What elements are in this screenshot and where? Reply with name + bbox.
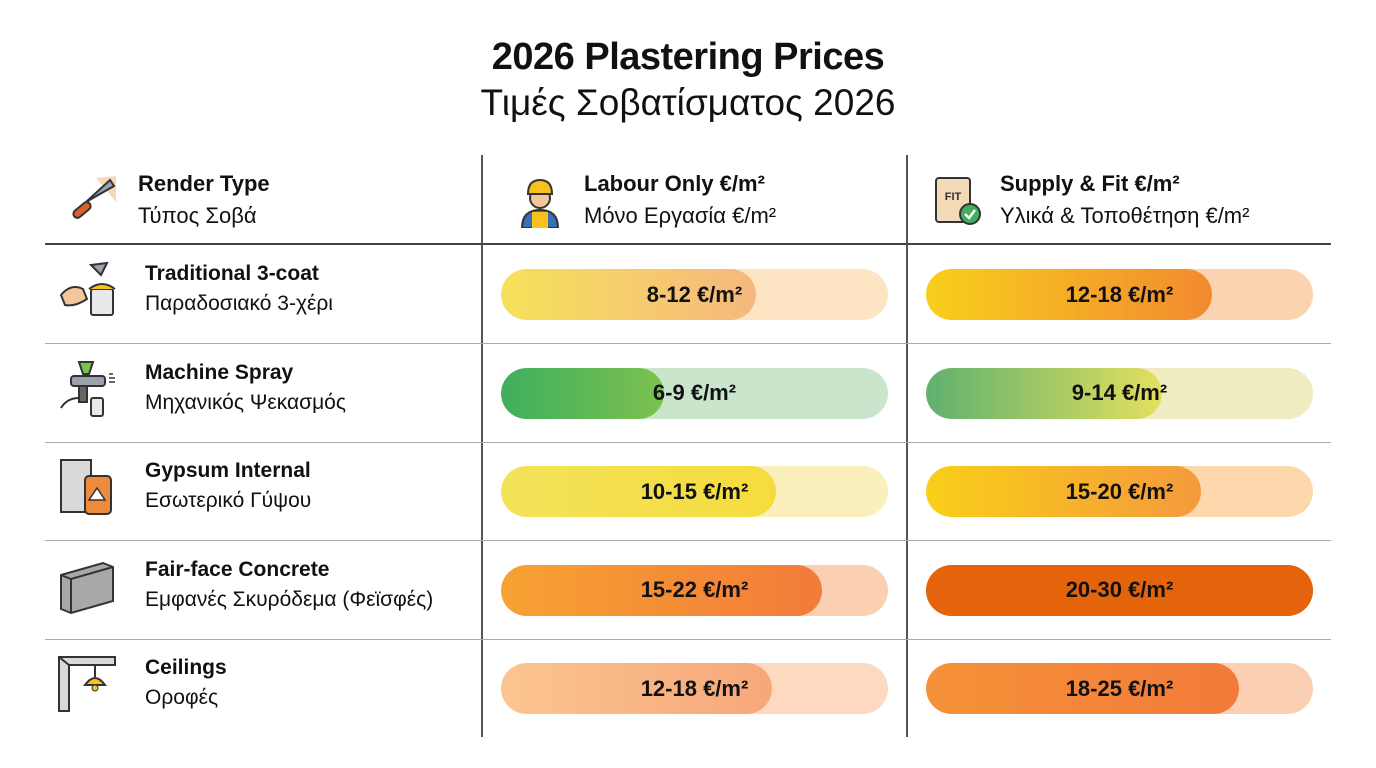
supply-price-label: 18-25 €/m² bbox=[1065, 675, 1174, 701]
render-type-cell: Gypsum Internal Εσωτερικό Γύψου bbox=[57, 456, 311, 516]
render-type-en: Fair-face Concrete bbox=[145, 557, 330, 581]
header-labour-only: Labour Only €/m² Μόνο Εργασία €/m² bbox=[510, 170, 776, 230]
labour-price-label: 12-18 €/m² bbox=[640, 675, 749, 701]
supply-price-bar-fill bbox=[926, 466, 1201, 517]
supply-price-bar-fill bbox=[926, 663, 1240, 714]
supply-price-bar: 9-14 €/m² bbox=[926, 367, 1313, 419]
table-row: Ceilings Οροφές 12-18 €/m² 18-25 €/m² bbox=[45, 639, 1331, 737]
column-divider bbox=[906, 155, 908, 737]
supply-price-bar: 20-30 €/m² bbox=[926, 564, 1313, 616]
labour-price-bar-fill bbox=[501, 466, 776, 517]
render-type-en: Ceilings bbox=[145, 656, 227, 679]
supply-price-bar-fill bbox=[926, 367, 1163, 419]
labour-price-bar: 15-22 €/m² bbox=[501, 564, 888, 616]
render-type-cell: Machine Spray Μηχανικός Ψεκασμός bbox=[57, 358, 346, 418]
header-render-type: Render Type Τύπος Σοβά bbox=[64, 170, 270, 230]
render-type-en: Traditional 3-coat bbox=[145, 262, 319, 285]
labour-price-label: 15-22 €/m² bbox=[640, 577, 749, 602]
table-row: Machine Spray Μηχανικός Ψεκασμός 6-9 €/m… bbox=[45, 344, 1331, 442]
trowel-bucket-icon bbox=[57, 259, 117, 319]
ceiling-lamp-icon bbox=[57, 653, 117, 713]
render-type-cell: Ceilings Οροφές bbox=[57, 653, 227, 713]
supply-price-bar: 18-25 €/m² bbox=[926, 663, 1313, 714]
render-type-el: Παραδοσιακό 3-χέρι bbox=[145, 292, 333, 315]
spray-gun-icon bbox=[57, 358, 117, 418]
labour-price-bar-fill bbox=[501, 564, 823, 616]
labour-price-label: 6-9 €/m² bbox=[652, 380, 737, 405]
header-label-en: Supply & Fit €/m² bbox=[1000, 171, 1180, 196]
render-type-el: Εσωτερικό Γύψου bbox=[145, 489, 312, 512]
labour-price-bar: 8-12 €/m² bbox=[501, 269, 888, 320]
page-title: 2026 Plastering Prices bbox=[491, 36, 885, 78]
supply-price-label: 15-20 €/m² bbox=[1065, 478, 1174, 504]
table-row: Fair-face Concrete Εμφανές Σκυρόδεμα (Φε… bbox=[45, 541, 1331, 639]
trowel-icon bbox=[64, 170, 124, 230]
header-label-en: Render Type bbox=[138, 171, 270, 196]
worker-icon bbox=[510, 170, 570, 230]
header-label-el: Μόνο Εργασία €/m² bbox=[584, 203, 777, 228]
labour-price-bar: 6-9 €/m² bbox=[501, 367, 888, 419]
gypsum-board-bag-icon bbox=[57, 456, 117, 516]
row-divider bbox=[45, 540, 1331, 541]
supply-price-bar-fill bbox=[926, 564, 1313, 616]
supply-price-bar: 12-18 €/m² bbox=[926, 269, 1313, 320]
render-type-el: Μηχανικός Ψεκασμός bbox=[145, 390, 346, 414]
labour-price-label: 8-12 €/m² bbox=[646, 281, 743, 307]
supply-price-bar-fill bbox=[926, 269, 1213, 320]
render-type-cell: Traditional 3-coat Παραδοσιακό 3-χέρι bbox=[57, 259, 333, 319]
labour-price-bar: 10-15 €/m² bbox=[501, 466, 888, 517]
labour-price-bar-fill bbox=[501, 663, 772, 714]
column-divider bbox=[481, 155, 483, 737]
svg-text:FIT: FIT bbox=[945, 191, 962, 203]
header-supply-fit: FIT Supply & Fit €/m² Υλικά & Τοποθέτηση … bbox=[926, 170, 1249, 230]
row-divider bbox=[45, 441, 1331, 443]
render-type-en: Machine Spray bbox=[145, 360, 294, 384]
header-label-el: Υλικά & Τοποθέτηση €/m² bbox=[1000, 203, 1250, 228]
row-divider bbox=[45, 343, 1331, 344]
page-subtitle: Τιμές Σοβατίσματος 2026 bbox=[480, 82, 896, 123]
material-bag-check-icon: FIT bbox=[926, 170, 986, 230]
supply-price-label: 9-14 €/m² bbox=[1071, 380, 1168, 405]
concrete-panel-icon bbox=[57, 555, 117, 615]
render-type-en: Gypsum Internal bbox=[145, 459, 311, 482]
render-type-cell: Fair-face Concrete Εμφανές Σκυρόδεμα (Φε… bbox=[57, 555, 433, 615]
table-row: Gypsum Internal Εσωτερικό Γύψου 10-15 €/… bbox=[45, 442, 1331, 540]
supply-price-bar: 15-20 €/m² bbox=[926, 466, 1313, 517]
header-divider bbox=[45, 243, 1331, 245]
table-row: Traditional 3-coat Παραδοσιακό 3-χέρι 8-… bbox=[45, 245, 1331, 343]
header-label-en: Labour Only €/m² bbox=[584, 171, 765, 196]
header-label-el: Τύπος Σοβά bbox=[138, 203, 257, 228]
row-divider bbox=[45, 638, 1331, 640]
supply-price-label: 12-18 €/m² bbox=[1065, 281, 1174, 307]
render-type-el: Εμφανές Σκυρόδεμα (Φεϊσφές) bbox=[145, 587, 434, 611]
labour-price-bar-fill bbox=[501, 269, 757, 320]
supply-price-label: 20-30 €/m² bbox=[1065, 577, 1174, 602]
render-type-el: Οροφές bbox=[145, 686, 219, 709]
labour-price-bar-fill bbox=[501, 367, 664, 419]
labour-price-bar: 12-18 €/m² bbox=[501, 663, 888, 714]
labour-price-label: 10-15 €/m² bbox=[640, 478, 749, 504]
